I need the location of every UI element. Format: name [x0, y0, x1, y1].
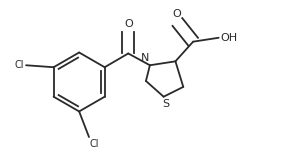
Text: N: N — [141, 53, 149, 63]
Text: OH: OH — [221, 33, 238, 43]
Text: Cl: Cl — [15, 60, 24, 70]
Text: S: S — [162, 99, 169, 109]
Text: Cl: Cl — [90, 139, 99, 149]
Text: O: O — [172, 9, 181, 19]
Text: O: O — [124, 19, 133, 29]
